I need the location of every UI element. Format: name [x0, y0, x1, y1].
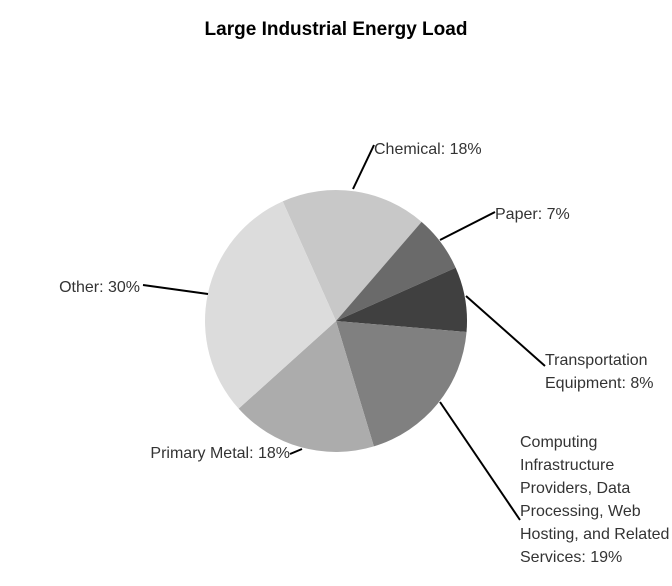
slice-label: Other: 30% — [59, 279, 140, 296]
leader-line — [289, 448, 303, 455]
label-line: Hosting, and Related — [520, 526, 669, 543]
slice-label: Primary Metal: 18% — [150, 445, 290, 462]
label-line: Transportation — [545, 352, 648, 369]
label-line: Paper: 7% — [495, 206, 570, 223]
slice-label: Paper: 7% — [495, 206, 570, 223]
pie-slice — [336, 321, 467, 447]
pie-slice — [205, 201, 336, 409]
label-line: Equipment: 8% — [545, 375, 654, 392]
slice-label: Computing Infrastructure Providers, Data Pr… — [520, 434, 669, 566]
pie-slice — [336, 221, 456, 321]
label-line: Chemical: 18% — [374, 141, 482, 158]
leader-line — [352, 144, 375, 190]
label-line: Computing — [520, 434, 597, 451]
pie-slice — [238, 321, 374, 452]
label-line: Primary Metal: 18% — [150, 445, 290, 462]
slice-label: Transportation Equipment: 8% — [545, 352, 654, 392]
slice-label: Chemical: 18% — [374, 141, 482, 158]
leader-line — [465, 295, 546, 367]
label-line: Services: 19% — [520, 549, 622, 566]
leader-line — [142, 284, 209, 295]
pie-slice — [336, 267, 467, 332]
label-line: Other: 30% — [59, 279, 140, 296]
leader-line — [439, 401, 521, 521]
label-line: Infrastructure — [520, 457, 614, 474]
pie-slice — [282, 190, 422, 321]
label-line: Processing, Web — [520, 503, 641, 520]
leader-line — [439, 211, 496, 241]
label-line: Providers, Data — [520, 480, 630, 497]
chart-title: Large Industrial Energy Load — [205, 19, 468, 40]
